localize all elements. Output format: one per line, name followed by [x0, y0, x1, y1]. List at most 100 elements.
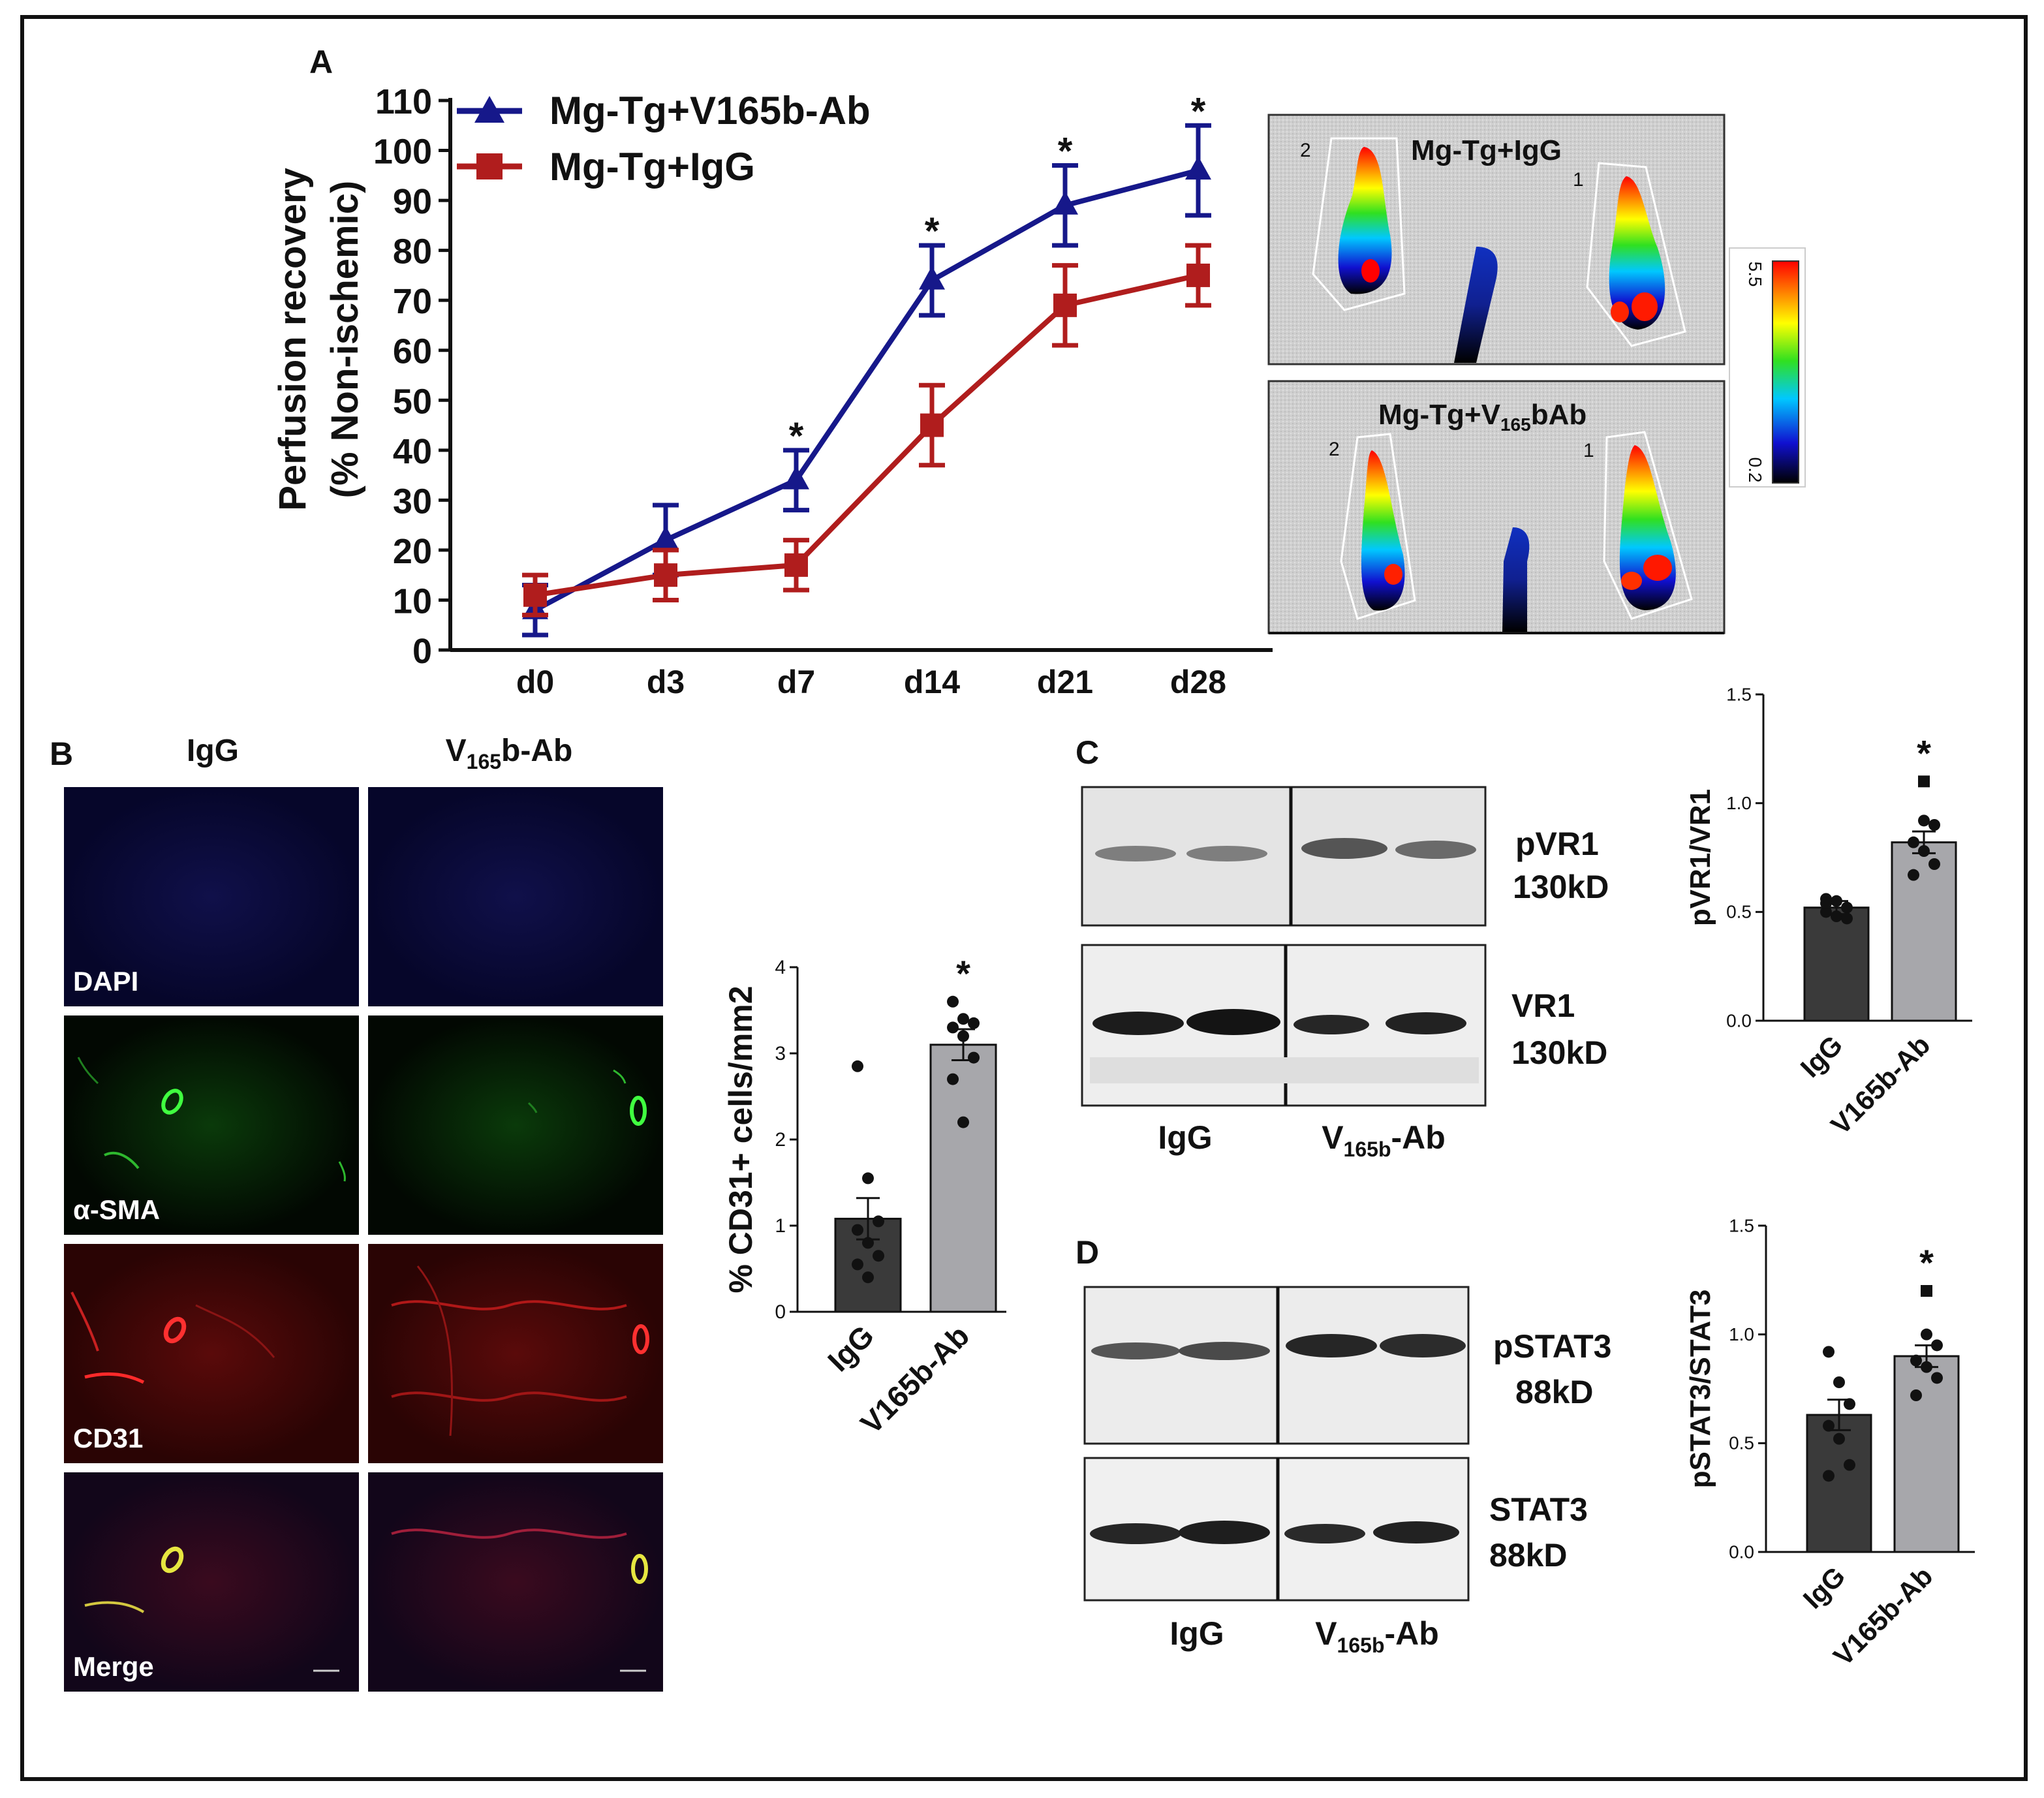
column-header-v165b-end: b-Ab	[501, 734, 572, 768]
line-x-tick-label: d7	[777, 664, 815, 700]
data-dot	[873, 1215, 884, 1228]
data-dot	[1823, 1346, 1835, 1358]
data-point-triangle	[1185, 156, 1211, 180]
figure-border	[20, 15, 2028, 1781]
data-dot	[852, 1258, 863, 1271]
scale-max-label: 5.5	[1745, 262, 1765, 287]
limb-number-right-2: 1	[1583, 440, 1594, 461]
micrograph-merge-igg	[64, 1472, 359, 1692]
bar-y-tick-label: 1	[775, 1215, 786, 1237]
bar-significance-asterisk: *	[1919, 1242, 1934, 1283]
perfusion-line-chart: 0 10 20 30 40 50 60 70 80 90 100 110 d0 d3 d7 d14 d21 d2…	[271, 82, 1273, 700]
data-dot	[862, 1172, 874, 1185]
significance-asterisk: *	[1191, 90, 1206, 132]
micrograph-dapi-igg	[64, 787, 359, 1006]
data-dot	[1823, 1419, 1835, 1432]
blot-label-pstat3: pSTAT3	[1493, 1328, 1611, 1365]
data-dot	[1908, 869, 1919, 881]
micrograph-cd31-v165b	[368, 1244, 663, 1463]
doppler-image-igg: Mg-Tg+IgG 2 1	[1267, 114, 1726, 365]
blot-d-lane-v165b-sub: 165b	[1337, 1634, 1385, 1657]
line-y-tick-label: 40	[393, 432, 432, 471]
data-dot	[957, 1013, 969, 1025]
blot-weight-stat3: 88kD	[1489, 1537, 1568, 1573]
bar-y-tick-label: 1.5	[1729, 1215, 1754, 1235]
series-line-v165b	[534, 168, 1200, 613]
data-point-triangle	[653, 525, 679, 550]
data-dot	[1918, 845, 1930, 857]
data-dot	[957, 1116, 969, 1128]
line-y-tick-label: 30	[393, 482, 432, 521]
bar-y-tick-label: 0.0	[1726, 1010, 1752, 1031]
image-title-v165b-sub: 165	[1500, 414, 1531, 435]
data-dot	[852, 1224, 863, 1236]
line-chart-axes	[448, 98, 1273, 652]
data-dot	[947, 1073, 959, 1085]
row-label-cd31: CD31	[73, 1423, 143, 1453]
blot-c-lane-igg: IgG	[1158, 1119, 1212, 1156]
line-y-tick-label: 50	[393, 382, 432, 421]
line-y-tick-label: 90	[393, 182, 432, 221]
data-dot	[1833, 1433, 1845, 1445]
bar-v165b	[929, 1044, 997, 1313]
data-point-square	[784, 553, 808, 577]
data-dot	[1928, 858, 1940, 870]
limb-number-right: 1	[1573, 169, 1584, 191]
micrograph-sma-igg	[64, 1015, 359, 1235]
blot-d-lane-igg: IgG	[1169, 1615, 1224, 1652]
data-point-square	[654, 563, 677, 587]
legend-label-blue: Mg-Tg+V165b-Ab	[550, 89, 871, 132]
scale-min-label: 0.2	[1745, 457, 1765, 483]
data-dot	[1921, 1328, 1932, 1341]
line-y-tick-label: 80	[393, 232, 432, 271]
column-header-v165b: V165b-Ab	[446, 734, 573, 773]
data-dot	[1928, 819, 1940, 831]
line-y-tick-label: 10	[393, 581, 432, 621]
bar-y-tick-label: 0.0	[1729, 1542, 1754, 1562]
line-y-tick-label: 20	[393, 532, 432, 571]
bar-significance-asterisk: *	[956, 953, 970, 994]
line-y-tick-label: 100	[373, 132, 432, 172]
data-dot	[852, 1060, 863, 1072]
panel-label-d: D	[1076, 1234, 1099, 1271]
line-chart-y-ticks: 0 10 20 30 40 50 60 70 80 90 100 110	[373, 82, 450, 671]
data-dot	[1841, 901, 1853, 914]
blot-c-lane-v165b-main: V	[1322, 1119, 1344, 1156]
image-title-v165b-main: Mg-Tg+V	[1378, 399, 1501, 431]
data-dot	[1831, 895, 1842, 907]
significance-asterisk: *	[789, 415, 804, 457]
line-y-axis-label-2: (% Non-ischemic)	[324, 181, 366, 499]
micrograph-merge-v165b	[368, 1472, 663, 1692]
line-chart-x-ticks: d0 d3 d7 d14 d21 d28	[516, 664, 1226, 700]
line-y-tick-label: 110	[375, 82, 432, 121]
data-point-square	[1186, 263, 1210, 287]
blot-d-lane-v165b: V165b-Ab	[1315, 1615, 1439, 1657]
panel-label-a: A	[309, 44, 333, 80]
image-title-igg: Mg-Tg+IgG	[1411, 134, 1562, 166]
blot-pvr1	[1081, 786, 1487, 927]
column-header-igg: IgG	[187, 734, 239, 768]
micrograph-cd31-igg	[64, 1244, 359, 1463]
data-dot	[1841, 912, 1853, 925]
blot-label-pvr1: pVR1	[1515, 826, 1599, 862]
data-dot	[873, 1250, 884, 1262]
significance-asterisk: *	[925, 210, 940, 253]
limb-number-left-2: 2	[1329, 439, 1340, 460]
line-x-tick-label: d0	[516, 664, 554, 700]
row-label-dapi: DAPI	[73, 966, 138, 997]
column-header-v165b-sub: 165	[467, 750, 501, 773]
line-y-tick-label: 70	[393, 282, 432, 321]
data-point-square	[1053, 293, 1077, 317]
blot-stat3	[1083, 1457, 1470, 1602]
data-dot	[1820, 906, 1832, 918]
data-dot-square	[1918, 775, 1930, 788]
data-dot	[1910, 1389, 1922, 1401]
data-dot	[1820, 897, 1832, 909]
line-chart-significance: * * * *	[789, 90, 1206, 457]
line-chart-series	[522, 123, 1211, 638]
blot-label-stat3: STAT3	[1489, 1491, 1588, 1528]
bar-y-tick-label: 1.5	[1726, 684, 1752, 704]
data-dot	[957, 1030, 969, 1042]
